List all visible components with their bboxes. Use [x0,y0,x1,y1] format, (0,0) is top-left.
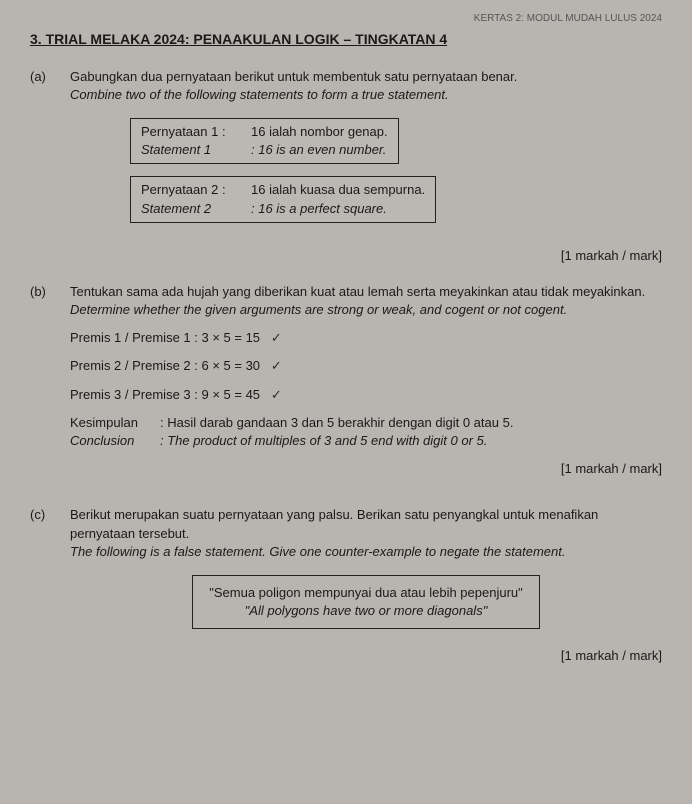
box2-r1a: Pernyataan 2 : [141,181,251,199]
question-b: (b) Tentukan sama ada hujah yang diberik… [30,283,662,450]
statement-box-2: Pernyataan 2 : 16 ialah kuasa dua sempur… [130,176,436,222]
premise-2: Premis 2 / Premise 2 : 6 × 5 = 30 ✓ [70,357,662,375]
check-icon: ✓ [271,387,282,402]
conclusion-ms: Kesimpulan : Hasil darab gandaan 3 dan 5… [70,414,662,432]
premise-1-text: Premis 1 / Premise 1 : 3 × 5 = 15 [70,330,260,345]
c-text-ms: Berikut merupakan suatu pernyataan yang … [70,506,662,542]
box2-r2a: Statement 2 [141,200,251,218]
marks-a-text: [1 markah / mark] [561,248,662,263]
check-icon: ✓ [271,330,282,345]
question-a: (a) Gabungkan dua pernyataan berikut unt… [30,68,662,237]
box2-r2b: : 16 is a perfect square. [251,200,387,218]
marks-b-text: [1 markah / mark] [561,461,662,476]
quote-ms: "Semua poligon mempunyai dua atau lebih … [209,584,523,602]
box1-r1b: 16 ialah nombor genap. [251,123,388,141]
conclusion-label: Conclusion [70,432,160,450]
marks-b: [1 markah / mark] [30,460,662,478]
c-text-en: The following is a false statement. Give… [70,543,662,561]
label-a: (a) [30,68,70,237]
box1-r2b: : 16 is an even number. [251,141,386,159]
section-title: 3. TRIAL MELAKA 2024: PENAAKULAN LOGIK –… [30,30,662,50]
b-text-en: Determine whether the given arguments ar… [70,301,662,319]
quote-en: "All polygons have two or more diagonals… [209,602,523,620]
marks-a: [1 markah / mark] [30,247,662,265]
a-text-ms: Gabungkan dua pernyataan berikut untuk m… [70,68,662,86]
premise-3-text: Premis 3 / Premise 3 : 9 × 5 = 45 [70,387,260,402]
check-icon: ✓ [271,358,282,373]
box1-r1a: Pernyataan 1 : [141,123,251,141]
label-b: (b) [30,283,70,450]
header-right: KERTAS 2: MODUL MUDAH LULUS 2024 [30,12,662,26]
conclusion-en: Conclusion : The product of multiples of… [70,432,662,450]
premise-1: Premis 1 / Premise 1 : 3 × 5 = 15 ✓ [70,329,662,347]
marks-c-text: [1 markah / mark] [561,648,662,663]
statement-box-1: Pernyataan 1 : 16 ialah nombor genap. St… [130,118,399,164]
label-c: (c) [30,506,70,629]
question-c: (c) Berikut merupakan suatu pernyataan y… [30,506,662,629]
box1-r2a: Statement 1 [141,141,251,159]
b-text-ms: Tentukan sama ada hujah yang diberikan k… [70,283,662,301]
conclusion-text: : The product of multiples of 3 and 5 en… [160,432,487,450]
marks-c: [1 markah / mark] [30,647,662,665]
kesimpulan-text: : Hasil darab gandaan 3 dan 5 berakhir d… [160,414,513,432]
a-text-en: Combine two of the following statements … [70,86,662,104]
box2-r1b: 16 ialah kuasa dua sempurna. [251,181,425,199]
premise-3: Premis 3 / Premise 3 : 9 × 5 = 45 ✓ [70,386,662,404]
premise-2-text: Premis 2 / Premise 2 : 6 × 5 = 30 [70,358,260,373]
kesimpulan-label: Kesimpulan [70,414,160,432]
quote-box: "Semua poligon mempunyai dua atau lebih … [192,575,540,629]
